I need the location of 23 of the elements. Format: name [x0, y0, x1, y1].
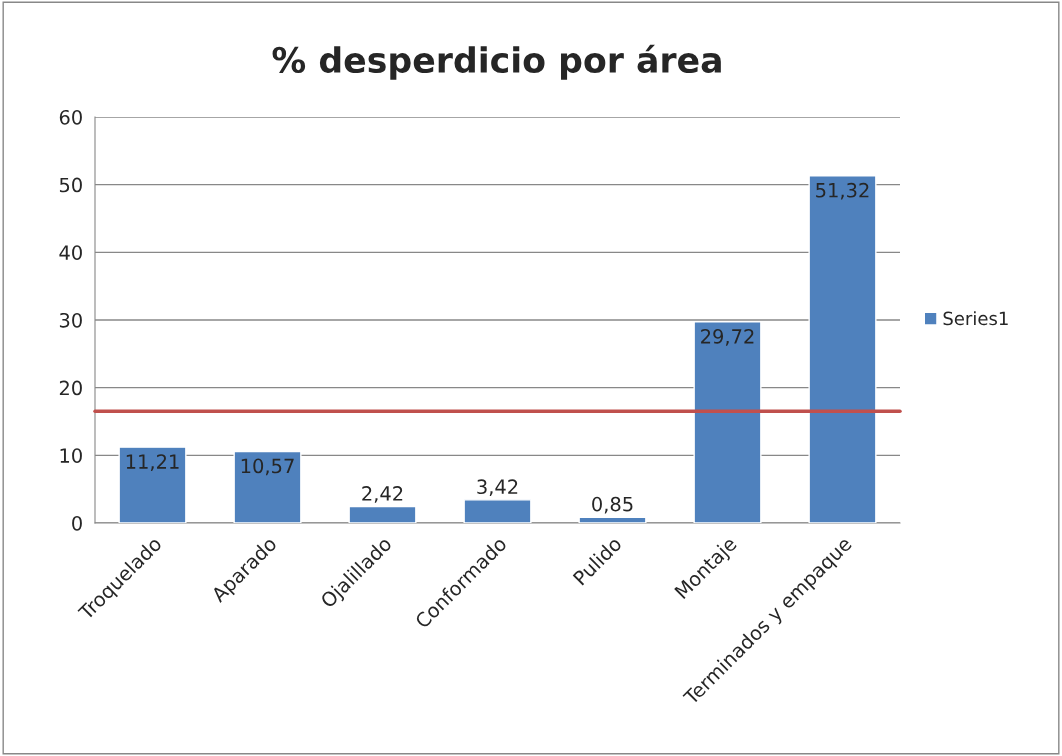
data-label: 2,42 — [362, 486, 403, 503]
bar — [578, 516, 647, 523]
y-tick-label: 10 — [60, 448, 82, 463]
data-label: 0,85 — [592, 496, 633, 514]
data-label: 10,57 — [241, 458, 294, 476]
chart-title: % desperdicio por área — [272, 44, 721, 80]
y-tick-label: 30 — [59, 312, 82, 328]
y-tick-label: 50 — [59, 177, 82, 193]
y-tick-label: 0 — [72, 515, 82, 531]
bar — [233, 450, 302, 523]
bar — [808, 175, 877, 523]
y-tick-label: 60 — [59, 109, 82, 125]
data-label: 51,32 — [816, 182, 869, 200]
bar — [463, 499, 532, 523]
bar — [693, 321, 762, 523]
data-label: 11,21 — [126, 454, 179, 471]
bar — [118, 446, 187, 523]
legend-label: Series1 — [943, 311, 1008, 326]
y-tick-label: 20 — [59, 380, 82, 396]
data-label: 29,72 — [701, 329, 754, 346]
y-tick-label: 40 — [59, 245, 82, 260]
bar — [348, 505, 417, 523]
data-label: 3,42 — [477, 479, 518, 497]
